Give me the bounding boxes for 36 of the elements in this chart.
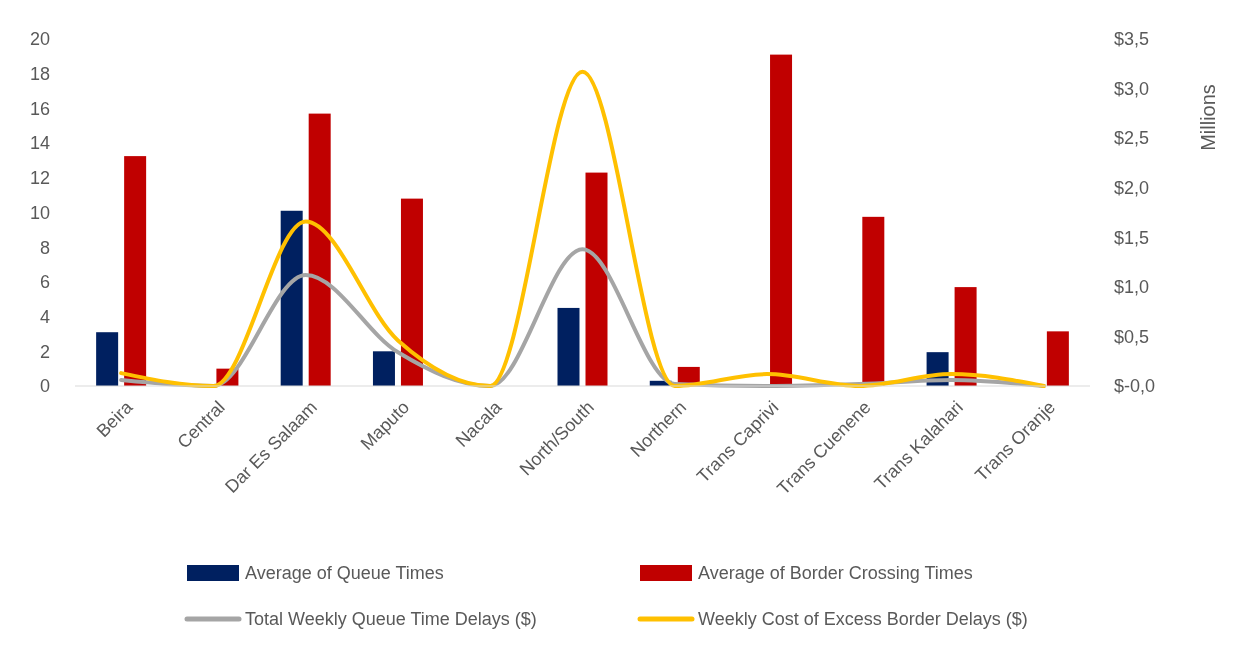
y-tick-label: 4 <box>39 306 50 327</box>
bar <box>308 113 331 386</box>
legend-label: Total Weekly Queue Time Delays ($) <box>245 609 537 630</box>
legend-label: Weekly Cost of Excess Border Delays ($) <box>698 609 1028 630</box>
y-tick-label: 10 <box>29 202 50 223</box>
y2-tick-label: $2,0 <box>1114 178 1150 199</box>
bar <box>400 198 423 386</box>
y-tick-label: 12 <box>29 168 50 189</box>
bar <box>585 172 608 386</box>
y-tick-label: 0 <box>39 376 50 397</box>
bar <box>124 156 147 386</box>
bar <box>557 307 580 386</box>
bar <box>372 351 395 386</box>
bar <box>280 210 303 386</box>
y2-axis-title: Millions <box>1197 84 1219 151</box>
y2-tick-label: $3,5 <box>1114 29 1150 50</box>
y-tick-label: 14 <box>29 133 50 154</box>
legend-label: Average of Queue Times <box>245 563 444 584</box>
bar <box>954 287 977 386</box>
y-tick-label: 8 <box>39 237 50 258</box>
y-tick-label: 18 <box>29 64 50 84</box>
y-tick-label: 20 <box>29 29 50 50</box>
legend-label: Average of Border Crossing Times <box>698 563 973 584</box>
bar <box>96 332 119 386</box>
y-tick-label: 16 <box>29 98 50 119</box>
y2-tick-label: $-0,0 <box>1114 376 1156 397</box>
y-tick-label: 2 <box>39 341 50 362</box>
bar <box>770 54 793 386</box>
y-tick-label: 6 <box>39 272 50 293</box>
y2-tick-label: $3,0 <box>1114 78 1150 99</box>
y2-tick-label: $1,0 <box>1114 277 1150 298</box>
bar <box>1046 331 1069 386</box>
y2-tick-label: $1,5 <box>1114 227 1150 248</box>
y2-tick-label: $0,5 <box>1114 326 1150 347</box>
y2-tick-label: $2,5 <box>1114 128 1150 149</box>
line-series <box>119 69 1046 388</box>
